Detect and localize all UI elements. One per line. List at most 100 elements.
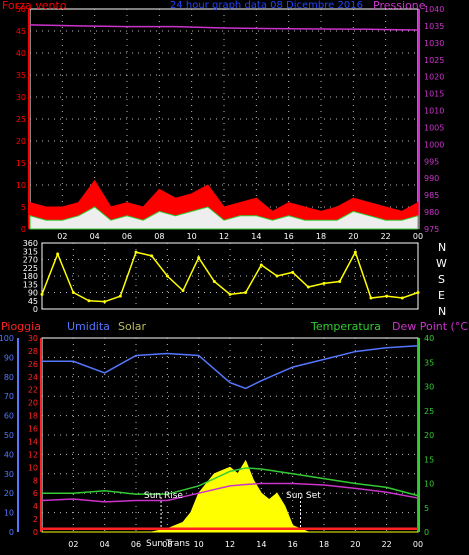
x-tick-label: 02 bbox=[68, 540, 78, 549]
rain-tick-label: 8 bbox=[33, 476, 38, 485]
temperature-tick-label: 5 bbox=[424, 504, 429, 513]
x-tick-label: 08 bbox=[162, 540, 172, 549]
rain-tick-label: 26 bbox=[28, 360, 38, 369]
x-tick-label: 18 bbox=[316, 232, 326, 241]
pressure-tick-label: 990 bbox=[424, 174, 439, 183]
wind-direction-point bbox=[306, 285, 310, 289]
sun-rise-label: Sun Rise bbox=[144, 491, 183, 501]
tick-labels: 0510152025303540455097598098599099510001… bbox=[0, 5, 444, 549]
x-tick-label: 04 bbox=[100, 540, 110, 549]
wind-tick-label: 10 bbox=[16, 181, 26, 190]
temperature-tick-label: 40 bbox=[424, 334, 434, 343]
pressure-axis-label: Pressione bbox=[373, 0, 426, 12]
direction-tick-label: 225 bbox=[23, 264, 38, 273]
pressure-tick-label: 1020 bbox=[424, 73, 444, 82]
direction-tick-label: 90 bbox=[28, 289, 38, 298]
wind-direction-point bbox=[400, 296, 404, 300]
wind-direction-point bbox=[244, 291, 248, 294]
x-tick-label: 12 bbox=[225, 540, 235, 549]
humidity-tick-label: 0 bbox=[9, 528, 14, 537]
wind-direction-point bbox=[197, 256, 201, 260]
wind-direction-point bbox=[103, 300, 107, 304]
x-tick-label: 00 bbox=[413, 232, 423, 241]
x-tick-label: 04 bbox=[90, 232, 100, 241]
direction-label-n: N bbox=[438, 241, 446, 254]
rain-tick-label: 6 bbox=[33, 489, 38, 498]
pressure-tick-label: 1005 bbox=[424, 123, 444, 132]
humidity-tick-label: 50 bbox=[4, 431, 14, 440]
x-tick-label: 02 bbox=[57, 232, 67, 241]
wind-direction-point bbox=[56, 252, 60, 256]
x-tick-label: 06 bbox=[131, 540, 141, 549]
wind-direction-point bbox=[212, 280, 216, 283]
x-tick-label: 22 bbox=[382, 540, 392, 549]
wind-direction-point bbox=[181, 289, 185, 293]
humidity-tick-label: 20 bbox=[4, 489, 14, 498]
temperature-tick-label: 15 bbox=[424, 455, 434, 464]
pressure-tick-label: 1010 bbox=[424, 107, 444, 116]
direction-tick-label: 270 bbox=[23, 256, 38, 265]
rain-tick-label: 14 bbox=[28, 437, 38, 446]
pressure-tick-label: 1035 bbox=[424, 22, 444, 31]
grid-lines bbox=[17, 9, 420, 532]
direction-label-e: E bbox=[438, 289, 445, 302]
direction-tick-label: 180 bbox=[23, 272, 38, 281]
wind-direction-point bbox=[291, 270, 295, 274]
rain-tick-label: 2 bbox=[33, 515, 38, 524]
temperature-tick-label: 10 bbox=[424, 480, 434, 489]
wind-direction-point bbox=[353, 250, 357, 254]
wind-direction-point bbox=[134, 250, 138, 254]
rain-tick-label: 24 bbox=[28, 373, 38, 382]
humidity-tick-label: 10 bbox=[4, 509, 14, 518]
pressure-tick-label: 1015 bbox=[424, 90, 444, 99]
pressure-tick-label: 975 bbox=[424, 225, 439, 234]
pressure-tick-label: 1000 bbox=[424, 140, 444, 149]
x-tick-label: 14 bbox=[251, 232, 261, 241]
humidity-tick-label: 80 bbox=[4, 373, 14, 382]
wind-tick-label: 45 bbox=[16, 27, 26, 36]
dewpoint-axis-label: Dew Point (°C) bbox=[392, 320, 469, 333]
wind-tick-label: 0 bbox=[21, 225, 26, 234]
temperature-tick-label: 35 bbox=[424, 358, 434, 367]
wind-direction-point bbox=[87, 299, 91, 303]
x-tick-label: 16 bbox=[288, 540, 298, 549]
wind-direction-point bbox=[275, 274, 279, 278]
wind-direction-point bbox=[165, 274, 169, 278]
chart-marks bbox=[29, 24, 420, 533]
rain-tick-label: 12 bbox=[28, 450, 38, 459]
pressure-tick-label: 1030 bbox=[424, 39, 444, 48]
humidity-line bbox=[42, 345, 419, 390]
rain-tick-label: 18 bbox=[28, 412, 38, 421]
x-tick-label: 06 bbox=[122, 232, 132, 241]
temperature-tick-label: 25 bbox=[424, 407, 434, 416]
rain-tick-label: 4 bbox=[33, 502, 38, 511]
wind-tick-label: 20 bbox=[16, 137, 26, 146]
direction-tick-label: 45 bbox=[28, 297, 38, 306]
x-tick-label: 08 bbox=[154, 232, 164, 241]
solar-area bbox=[42, 459, 418, 533]
humidity-tick-label: 70 bbox=[4, 392, 14, 401]
pressure-line bbox=[29, 24, 419, 31]
wind-tick-label: 35 bbox=[16, 71, 26, 80]
wind-tick-label: 15 bbox=[16, 159, 26, 168]
pressure-tick-label: 995 bbox=[424, 157, 439, 166]
rain-tick-label: 0 bbox=[33, 528, 38, 537]
direction-label-s: S bbox=[438, 273, 445, 286]
x-tick-label: 20 bbox=[350, 540, 360, 549]
dewpoint-line bbox=[41, 482, 419, 503]
temperature-tick-label: 30 bbox=[424, 383, 434, 392]
sun-transit-label: Sun Trans bbox=[146, 539, 190, 549]
humidity-tick-label: 100 bbox=[0, 334, 14, 343]
humidity-tick-label: 40 bbox=[4, 450, 14, 459]
temperature-tick-label: 0 bbox=[424, 528, 429, 537]
wind-direction-point bbox=[385, 294, 389, 298]
wind-speed-area bbox=[29, 206, 419, 230]
rain-tick-label: 20 bbox=[28, 399, 38, 408]
wind-tick-label: 5 bbox=[21, 203, 26, 212]
x-tick-label: 22 bbox=[381, 232, 391, 241]
direction-label-w: W bbox=[436, 257, 447, 270]
x-tick-label: 14 bbox=[256, 540, 266, 549]
direction-tick-label: 360 bbox=[23, 239, 38, 248]
rain-tick-label: 16 bbox=[28, 425, 38, 434]
